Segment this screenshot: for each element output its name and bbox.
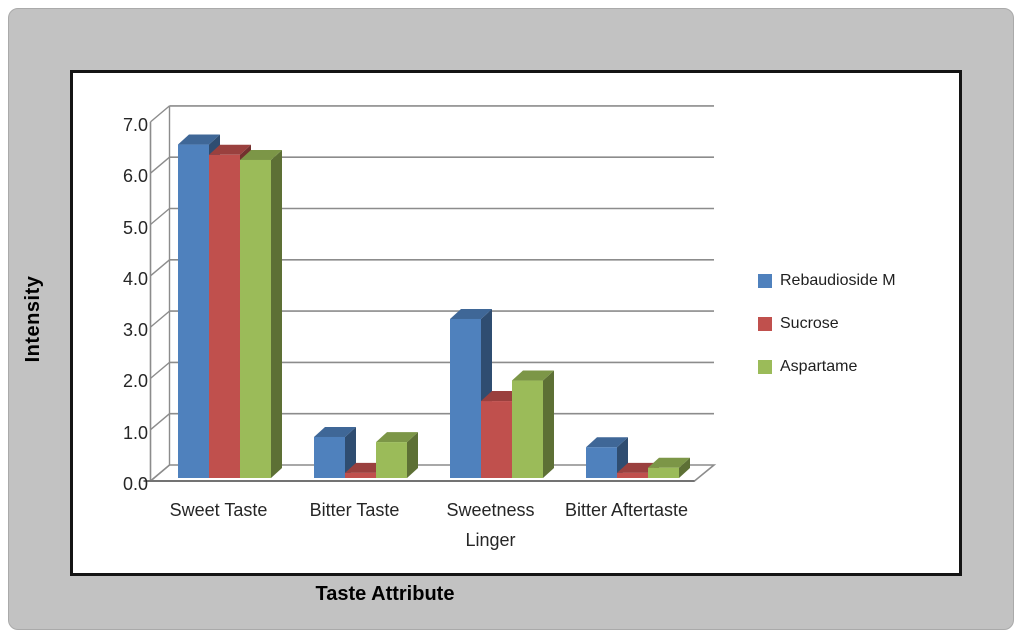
x-category-label: Sweet Taste bbox=[169, 500, 268, 520]
y-tick-label: 4.0 bbox=[122, 268, 148, 289]
y-tick-label: 3.0 bbox=[122, 320, 148, 341]
x-category-label: Bitter Taste bbox=[309, 500, 400, 520]
legend-swatch-icon bbox=[758, 317, 772, 331]
x-category-label: Sweetness Linger bbox=[446, 500, 535, 550]
legend-swatch-icon bbox=[758, 360, 772, 374]
y-tick-label: 6.0 bbox=[122, 166, 148, 187]
legend-label: Sucrose bbox=[780, 315, 839, 332]
legend-label: Aspartame bbox=[780, 358, 858, 375]
y-tick-label: 5.0 bbox=[122, 217, 148, 238]
legend-swatch-icon bbox=[758, 274, 772, 288]
legend-item: Sucrose bbox=[758, 309, 896, 339]
chart-legend: Rebaudioside M Sucrose Aspartame bbox=[758, 266, 896, 395]
y-axis-title: Intensity bbox=[22, 275, 44, 363]
y-tick-label: 2.0 bbox=[122, 371, 148, 392]
legend-item: Aspartame bbox=[758, 352, 896, 382]
legend-item: Rebaudioside M bbox=[758, 266, 896, 296]
y-tick-label: 1.0 bbox=[122, 422, 148, 443]
y-tick-label: 0.0 bbox=[122, 474, 148, 494]
y-tick-label: 7.0 bbox=[122, 114, 148, 135]
x-category-label: Bitter Aftertaste bbox=[564, 500, 689, 520]
legend-label: Rebaudioside M bbox=[780, 272, 896, 289]
x-axis-title: Taste Attribute bbox=[315, 583, 455, 605]
